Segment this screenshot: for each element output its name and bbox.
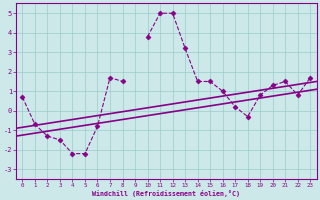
X-axis label: Windchill (Refroidissement éolien,°C): Windchill (Refroidissement éolien,°C) <box>92 190 240 197</box>
